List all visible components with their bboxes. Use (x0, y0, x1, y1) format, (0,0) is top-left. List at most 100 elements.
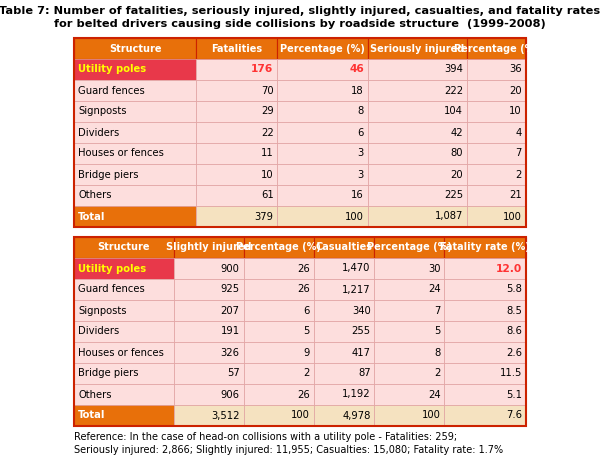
Text: 8.5: 8.5 (506, 306, 522, 315)
Bar (196, 80, 277, 101)
Text: 10: 10 (509, 107, 522, 117)
Bar (467, 185, 526, 206)
Text: 394: 394 (445, 65, 463, 74)
Bar (467, 122, 526, 143)
Text: 10: 10 (261, 169, 274, 180)
Text: 3: 3 (358, 169, 364, 180)
Text: 22: 22 (261, 127, 274, 138)
Bar (277, 38, 368, 59)
Bar (374, 384, 445, 405)
Bar (196, 122, 277, 143)
Text: Structure: Structure (109, 44, 161, 53)
Text: 80: 80 (451, 148, 463, 159)
Text: Slightly injured: Slightly injured (166, 242, 251, 253)
Bar (173, 279, 244, 300)
Text: Reference: In the case of head-on collisions with a utility pole - Fatalities: 2: Reference: In the case of head-on collis… (74, 432, 457, 442)
Text: Signposts: Signposts (78, 107, 127, 117)
Bar (374, 279, 445, 300)
Text: 100: 100 (422, 410, 440, 421)
Text: 26: 26 (297, 389, 310, 400)
Text: 29: 29 (261, 107, 274, 117)
Bar (196, 206, 277, 227)
Text: Seriously injured: Seriously injured (370, 44, 464, 53)
Bar (244, 342, 314, 363)
Bar (277, 122, 368, 143)
Text: 16: 16 (351, 190, 364, 200)
Bar (74, 321, 173, 342)
Bar (196, 164, 277, 185)
Bar (173, 300, 244, 321)
Text: Bridge piers: Bridge piers (78, 169, 139, 180)
Text: 21: 21 (509, 190, 522, 200)
Text: Total: Total (78, 212, 106, 221)
Text: 1,192: 1,192 (342, 389, 371, 400)
Bar (445, 405, 526, 426)
Bar (196, 101, 277, 122)
Text: 2: 2 (304, 368, 310, 379)
Text: Dividers: Dividers (78, 327, 119, 336)
Text: 255: 255 (352, 327, 371, 336)
Text: 20: 20 (509, 86, 522, 95)
Text: Dividers: Dividers (78, 127, 119, 138)
Text: Fatalities: Fatalities (211, 44, 262, 53)
Text: 87: 87 (358, 368, 371, 379)
Text: 11.5: 11.5 (500, 368, 522, 379)
Text: Table 7: Number of fatalities, seriously injured, slightly injured, casualties, : Table 7: Number of fatalities, seriously… (0, 6, 600, 16)
Bar (173, 405, 244, 426)
Bar (445, 384, 526, 405)
Text: Structure: Structure (98, 242, 150, 253)
Bar (467, 80, 526, 101)
Text: 5.8: 5.8 (506, 285, 522, 294)
Text: 100: 100 (291, 410, 310, 421)
Bar (314, 279, 374, 300)
Bar (374, 363, 445, 384)
Bar (368, 101, 467, 122)
Bar (445, 321, 526, 342)
Text: 12.0: 12.0 (496, 263, 522, 273)
Bar (74, 122, 196, 143)
Text: 2.6: 2.6 (506, 348, 522, 358)
Text: 24: 24 (428, 285, 440, 294)
Bar (74, 101, 196, 122)
Bar (368, 185, 467, 206)
Text: 3,512: 3,512 (211, 410, 239, 421)
Text: 8: 8 (434, 348, 440, 358)
Bar (368, 38, 467, 59)
Bar (467, 59, 526, 80)
Bar (277, 101, 368, 122)
Text: Percentage (%): Percentage (%) (280, 44, 365, 53)
Text: 70: 70 (261, 86, 274, 95)
Text: 906: 906 (221, 389, 239, 400)
Text: Others: Others (78, 389, 112, 400)
Text: Percentage (%): Percentage (%) (367, 242, 452, 253)
Text: 6: 6 (304, 306, 310, 315)
Text: 26: 26 (297, 263, 310, 273)
Text: 7: 7 (515, 148, 522, 159)
Text: 61: 61 (261, 190, 274, 200)
Text: 5.1: 5.1 (506, 389, 522, 400)
Bar (173, 384, 244, 405)
Text: Total: Total (78, 410, 106, 421)
Text: 6: 6 (358, 127, 364, 138)
Bar (74, 237, 173, 258)
Bar (74, 279, 173, 300)
Text: 222: 222 (444, 86, 463, 95)
Text: 36: 36 (509, 65, 522, 74)
Bar (374, 342, 445, 363)
Text: 326: 326 (221, 348, 239, 358)
Bar (314, 384, 374, 405)
Text: 3: 3 (358, 148, 364, 159)
Bar (314, 363, 374, 384)
Bar (74, 80, 196, 101)
Bar (314, 321, 374, 342)
Bar (173, 342, 244, 363)
Bar (74, 342, 173, 363)
Bar (467, 101, 526, 122)
Text: Signposts: Signposts (78, 306, 127, 315)
Bar (74, 185, 196, 206)
Bar (173, 258, 244, 279)
Bar (244, 405, 314, 426)
Bar (277, 164, 368, 185)
Text: 11: 11 (261, 148, 274, 159)
Text: 379: 379 (254, 212, 274, 221)
